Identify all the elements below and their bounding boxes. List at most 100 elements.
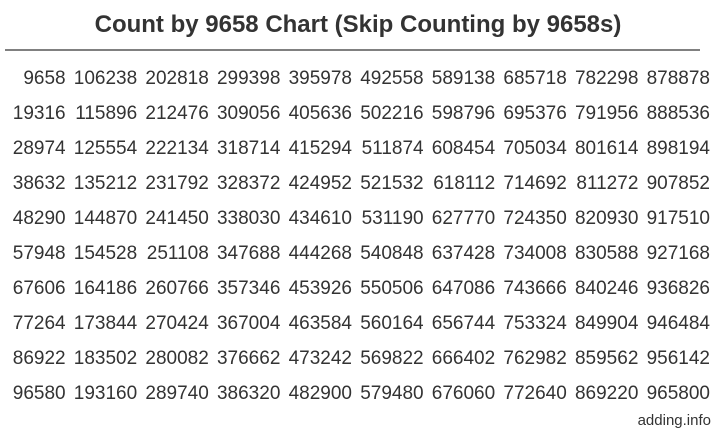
table-cell: 666402 bbox=[431, 348, 496, 369]
table-cell: 898194 bbox=[646, 138, 710, 159]
table-cell: 173844 bbox=[73, 313, 138, 334]
table-cell: 849904 bbox=[574, 313, 639, 334]
table-cell: 289740 bbox=[145, 383, 209, 404]
table-cell: 309056 bbox=[216, 103, 281, 124]
table-cell: 405636 bbox=[288, 103, 352, 124]
skip-counting-table: 9658 106238 202818 299398 395978 492558 589138… bbox=[0, 51, 716, 411]
table-cell: 260766 bbox=[145, 278, 209, 299]
table-cell: 830588 bbox=[574, 243, 639, 264]
table-cell: 878878 bbox=[646, 68, 710, 89]
table-cell: 415294 bbox=[288, 138, 352, 159]
table-cell: 154528 bbox=[73, 243, 138, 264]
table-cell: 299398 bbox=[216, 68, 281, 89]
table-cell: 48290 bbox=[12, 208, 66, 229]
table-cell: 531190 bbox=[361, 208, 424, 229]
table-cell: 569822 bbox=[360, 348, 424, 369]
table-cell: 19316 bbox=[12, 103, 66, 124]
table-cell: 270424 bbox=[145, 313, 209, 334]
table-cell: 115896 bbox=[75, 103, 138, 124]
table-cell: 125554 bbox=[73, 138, 138, 159]
table-cell: 753324 bbox=[503, 313, 567, 334]
table-cell: 347688 bbox=[216, 243, 281, 264]
table-cell: 77264 bbox=[12, 313, 66, 334]
table-cell: 318714 bbox=[216, 138, 281, 159]
table-cell: 965800 bbox=[646, 383, 710, 404]
table-cell: 338030 bbox=[216, 208, 281, 229]
table-cell: 782298 bbox=[574, 68, 639, 89]
table-cell: 241450 bbox=[145, 208, 209, 229]
table-cell: 367004 bbox=[216, 313, 281, 334]
table-cell: 444268 bbox=[288, 243, 352, 264]
table-cell: 637428 bbox=[431, 243, 496, 264]
title-divider bbox=[5, 49, 700, 51]
table-cell: 57948 bbox=[12, 243, 66, 264]
table-cell: 734008 bbox=[503, 243, 567, 264]
table-cell: 676060 bbox=[431, 383, 496, 404]
table-cell: 869220 bbox=[574, 383, 639, 404]
table-cell: 357346 bbox=[216, 278, 281, 299]
table-cell: 946484 bbox=[646, 313, 710, 334]
table-cell: 579480 bbox=[360, 383, 424, 404]
table-cell: 724350 bbox=[503, 208, 567, 229]
table-cell: 791956 bbox=[574, 103, 639, 124]
table-cell: 434610 bbox=[288, 208, 352, 229]
table-cell: 251108 bbox=[146, 243, 209, 264]
table-cell: 424952 bbox=[288, 173, 352, 194]
table-cell: 28974 bbox=[12, 138, 66, 159]
table-cell: 492558 bbox=[360, 68, 424, 89]
table-cell: 453926 bbox=[288, 278, 352, 299]
table-cell: 627770 bbox=[431, 208, 496, 229]
table-cell: 927168 bbox=[646, 243, 710, 264]
table-cell: 473242 bbox=[288, 348, 352, 369]
table-cell: 811272 bbox=[576, 173, 639, 194]
table-cell: 38632 bbox=[12, 173, 66, 194]
table-cell: 328372 bbox=[216, 173, 281, 194]
table-cell: 135212 bbox=[73, 173, 138, 194]
table-cell: 222134 bbox=[145, 138, 209, 159]
table-cell: 695376 bbox=[503, 103, 567, 124]
table-cell: 86922 bbox=[12, 348, 66, 369]
table-cell: 743666 bbox=[503, 278, 567, 299]
table-cell: 685718 bbox=[503, 68, 567, 89]
table-cell: 656744 bbox=[431, 313, 496, 334]
table-cell: 762982 bbox=[503, 348, 567, 369]
table-cell: 917510 bbox=[646, 208, 710, 229]
table-cell: 888536 bbox=[646, 103, 710, 124]
footer-site-label: adding.info bbox=[637, 412, 711, 429]
table-cell: 550506 bbox=[360, 278, 424, 299]
table-cell: 859562 bbox=[574, 348, 639, 369]
table-cell: 598796 bbox=[431, 103, 496, 124]
table-cell: 164186 bbox=[73, 278, 138, 299]
table-cell: 956142 bbox=[646, 348, 710, 369]
table-cell: 183502 bbox=[73, 348, 138, 369]
table-cell: 482900 bbox=[288, 383, 352, 404]
table-cell: 608454 bbox=[431, 138, 496, 159]
table-cell: 618112 bbox=[433, 173, 496, 194]
table-cell: 936826 bbox=[646, 278, 710, 299]
table-cell: 193160 bbox=[73, 383, 138, 404]
table-cell: 9658 bbox=[23, 68, 66, 89]
table-cell: 589138 bbox=[431, 68, 496, 89]
table-cell: 647086 bbox=[431, 278, 496, 299]
table-cell: 521532 bbox=[360, 173, 424, 194]
table-cell: 540848 bbox=[360, 243, 424, 264]
table-cell: 907852 bbox=[646, 173, 710, 194]
page-title: Count by 9658 Chart (Skip Counting by 96… bbox=[94, 11, 622, 38]
table-cell: 67606 bbox=[12, 278, 66, 299]
table-cell: 820930 bbox=[574, 208, 639, 229]
table-cell: 714692 bbox=[503, 173, 567, 194]
table-cell: 144870 bbox=[73, 208, 138, 229]
table-cell: 376662 bbox=[216, 348, 281, 369]
table-cell: 511874 bbox=[361, 138, 424, 159]
table-cell: 840246 bbox=[574, 278, 639, 299]
table-cell: 96580 bbox=[12, 383, 66, 404]
table-cell: 395978 bbox=[288, 68, 352, 89]
table-cell: 502216 bbox=[360, 103, 424, 124]
table-cell: 801614 bbox=[574, 138, 639, 159]
table-cell: 560164 bbox=[360, 313, 424, 334]
table-cell: 231792 bbox=[145, 173, 209, 194]
table-cell: 386320 bbox=[216, 383, 281, 404]
table-cell: 463584 bbox=[288, 313, 352, 334]
table-cell: 280082 bbox=[145, 348, 209, 369]
table-cell: 106238 bbox=[73, 68, 138, 89]
